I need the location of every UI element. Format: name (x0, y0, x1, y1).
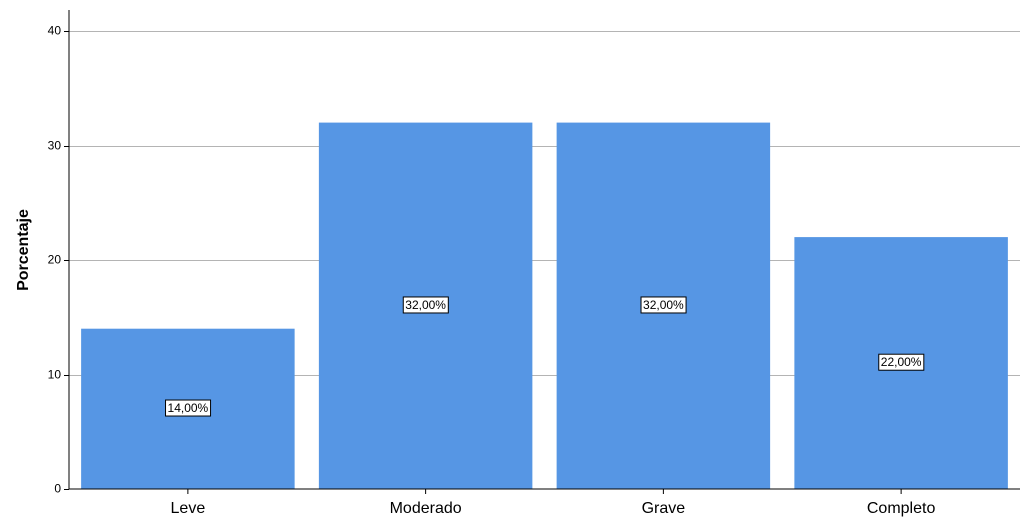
x-tick-label: Completo (867, 500, 936, 517)
y-tick-label: 30 (48, 139, 62, 153)
data-label-text: 32,00% (643, 298, 684, 312)
axes (68, 10, 1020, 490)
data-label-box (402, 296, 449, 314)
data-label-text: 14,00% (168, 401, 209, 415)
x-tick-label: Grave (642, 500, 686, 517)
bars (81, 122, 1008, 489)
data-label: 14,00% (165, 399, 212, 417)
data-label: 32,00% (402, 296, 449, 314)
data-label-box (165, 399, 212, 417)
data-label: 22,00% (878, 353, 925, 371)
y-axis-title: Porcentaje (15, 209, 32, 291)
y-tick-label: 40 (48, 24, 62, 38)
x-tick-labels: Leve Moderado Grave Completo (171, 489, 936, 517)
data-label: 32,00% (640, 296, 687, 314)
y-tick-labels: 0 10 20 30 40 (48, 24, 69, 496)
data-label-text: 32,00% (405, 298, 446, 312)
y-tick-label: 0 (54, 482, 61, 496)
y-tick-label: 20 (48, 253, 62, 267)
data-label-box (878, 353, 925, 371)
y-tick-label: 10 (48, 368, 62, 382)
data-labels: 14,00% 32,00% 32,00% 22,00% (165, 296, 925, 417)
data-label-text: 22,00% (881, 355, 922, 369)
x-tick-label: Moderado (390, 500, 462, 517)
x-tick-label: Leve (171, 500, 206, 517)
data-label-box (640, 296, 687, 314)
